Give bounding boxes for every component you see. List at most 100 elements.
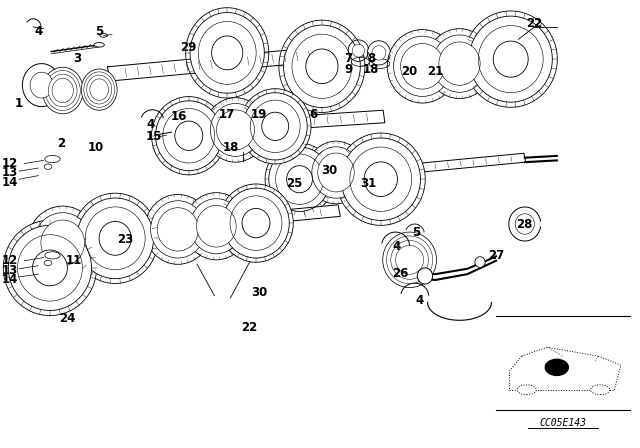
- Ellipse shape: [387, 236, 433, 284]
- Ellipse shape: [242, 208, 270, 238]
- Ellipse shape: [401, 43, 444, 89]
- Ellipse shape: [30, 72, 53, 98]
- Ellipse shape: [515, 214, 534, 234]
- Text: 12: 12: [1, 254, 18, 267]
- Ellipse shape: [387, 30, 458, 103]
- Text: 13: 13: [1, 263, 18, 277]
- Ellipse shape: [49, 74, 77, 107]
- Ellipse shape: [223, 188, 289, 258]
- Text: 11: 11: [65, 254, 82, 267]
- Ellipse shape: [469, 16, 552, 102]
- Text: 5: 5: [95, 25, 103, 38]
- Text: 7: 7: [345, 52, 353, 65]
- Text: 12: 12: [1, 157, 18, 170]
- Ellipse shape: [216, 110, 255, 150]
- Ellipse shape: [41, 220, 84, 266]
- Text: 18: 18: [222, 141, 239, 155]
- Ellipse shape: [239, 89, 311, 164]
- Text: 4: 4: [35, 25, 42, 38]
- Polygon shape: [108, 47, 328, 81]
- Text: 10: 10: [88, 141, 104, 155]
- Ellipse shape: [77, 198, 154, 279]
- Ellipse shape: [196, 205, 236, 247]
- Text: 22: 22: [526, 17, 543, 30]
- Text: 25: 25: [286, 177, 303, 190]
- Text: 30: 30: [321, 164, 338, 177]
- Ellipse shape: [8, 225, 92, 310]
- Circle shape: [545, 359, 568, 375]
- Ellipse shape: [184, 193, 248, 260]
- Text: 29: 29: [180, 40, 197, 54]
- Ellipse shape: [426, 29, 493, 99]
- Ellipse shape: [52, 78, 74, 103]
- Ellipse shape: [150, 201, 205, 258]
- Text: 22: 22: [241, 321, 258, 335]
- Text: 9: 9: [345, 63, 353, 76]
- Ellipse shape: [464, 11, 557, 108]
- Ellipse shape: [190, 199, 243, 254]
- Ellipse shape: [287, 166, 312, 193]
- Ellipse shape: [352, 44, 365, 57]
- Polygon shape: [179, 110, 385, 136]
- Ellipse shape: [317, 153, 355, 192]
- Ellipse shape: [417, 268, 433, 284]
- Ellipse shape: [84, 72, 115, 108]
- Ellipse shape: [156, 101, 222, 171]
- Ellipse shape: [284, 25, 360, 108]
- Ellipse shape: [279, 20, 365, 112]
- Ellipse shape: [33, 250, 67, 286]
- Ellipse shape: [175, 121, 203, 151]
- Ellipse shape: [372, 46, 386, 60]
- Text: 30: 30: [251, 285, 268, 299]
- Text: 8: 8: [367, 52, 375, 65]
- Ellipse shape: [269, 147, 330, 211]
- Ellipse shape: [190, 13, 264, 93]
- Text: 27: 27: [488, 249, 504, 262]
- Polygon shape: [127, 205, 340, 237]
- Ellipse shape: [307, 141, 365, 204]
- Text: 21: 21: [427, 65, 444, 78]
- Ellipse shape: [3, 220, 97, 315]
- Ellipse shape: [265, 143, 334, 215]
- Text: 6: 6: [310, 108, 317, 121]
- Ellipse shape: [262, 112, 289, 141]
- Text: 4: 4: [393, 240, 401, 253]
- Text: 31: 31: [360, 177, 376, 190]
- Ellipse shape: [432, 35, 487, 92]
- Text: 23: 23: [116, 233, 133, 246]
- Ellipse shape: [219, 184, 293, 262]
- Text: 19: 19: [251, 108, 268, 121]
- Ellipse shape: [45, 252, 60, 259]
- Ellipse shape: [42, 67, 83, 114]
- Ellipse shape: [517, 385, 536, 395]
- Ellipse shape: [243, 93, 307, 160]
- Ellipse shape: [591, 385, 610, 395]
- Ellipse shape: [383, 232, 436, 288]
- Ellipse shape: [211, 103, 260, 156]
- Ellipse shape: [45, 155, 60, 163]
- Ellipse shape: [45, 70, 81, 111]
- Polygon shape: [383, 153, 525, 176]
- Ellipse shape: [145, 194, 211, 264]
- Ellipse shape: [439, 42, 480, 85]
- Ellipse shape: [72, 193, 158, 284]
- Text: 18: 18: [363, 63, 380, 76]
- Text: 3: 3: [73, 52, 81, 65]
- Text: 17: 17: [219, 108, 236, 121]
- Text: 5: 5: [412, 226, 420, 240]
- Text: 26: 26: [392, 267, 408, 280]
- Ellipse shape: [186, 8, 269, 98]
- Ellipse shape: [475, 257, 485, 267]
- Ellipse shape: [212, 36, 243, 70]
- Text: 4: 4: [147, 118, 154, 131]
- Text: 28: 28: [516, 217, 533, 231]
- Ellipse shape: [341, 138, 420, 220]
- Text: 14: 14: [1, 273, 18, 286]
- Ellipse shape: [94, 43, 104, 47]
- Ellipse shape: [364, 162, 397, 197]
- Text: 16: 16: [171, 110, 188, 123]
- Ellipse shape: [394, 36, 451, 96]
- Ellipse shape: [81, 69, 117, 110]
- Text: 15: 15: [145, 130, 162, 143]
- Ellipse shape: [493, 41, 528, 77]
